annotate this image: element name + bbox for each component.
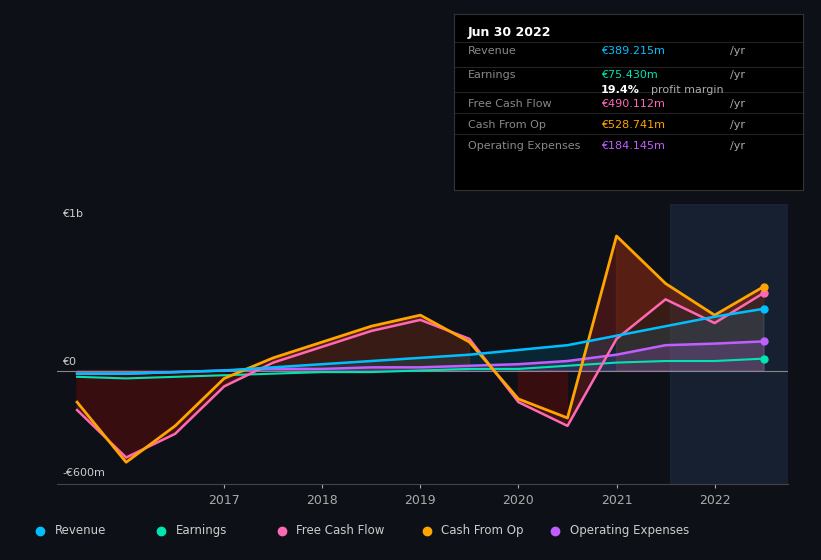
Text: Revenue: Revenue (468, 46, 516, 56)
Text: Cash From Op: Cash From Op (441, 525, 524, 538)
Text: /yr: /yr (730, 99, 745, 109)
Text: Operating Expenses: Operating Expenses (570, 525, 689, 538)
Text: 19.4%: 19.4% (601, 85, 640, 95)
Text: €184.145m: €184.145m (601, 141, 664, 151)
Text: /yr: /yr (730, 71, 745, 81)
Text: €1b: €1b (62, 209, 84, 220)
Text: €0: €0 (62, 357, 76, 367)
Text: €490.112m: €490.112m (601, 99, 664, 109)
Text: €75.430m: €75.430m (601, 71, 658, 81)
Text: Earnings: Earnings (176, 525, 227, 538)
Text: Free Cash Flow: Free Cash Flow (468, 99, 552, 109)
Text: /yr: /yr (730, 120, 745, 130)
Text: €389.215m: €389.215m (601, 46, 664, 56)
Text: Earnings: Earnings (468, 71, 516, 81)
Bar (671, 204, 821, 484)
Text: profit margin: profit margin (651, 85, 724, 95)
Text: Free Cash Flow: Free Cash Flow (296, 525, 384, 538)
Text: /yr: /yr (730, 46, 745, 56)
Text: Jun 30 2022: Jun 30 2022 (468, 26, 552, 39)
Text: €528.741m: €528.741m (601, 120, 664, 130)
Text: /yr: /yr (730, 141, 745, 151)
Text: Revenue: Revenue (55, 525, 106, 538)
Text: Cash From Op: Cash From Op (468, 120, 546, 130)
Text: Operating Expenses: Operating Expenses (468, 141, 580, 151)
Text: -€600m: -€600m (62, 468, 105, 478)
